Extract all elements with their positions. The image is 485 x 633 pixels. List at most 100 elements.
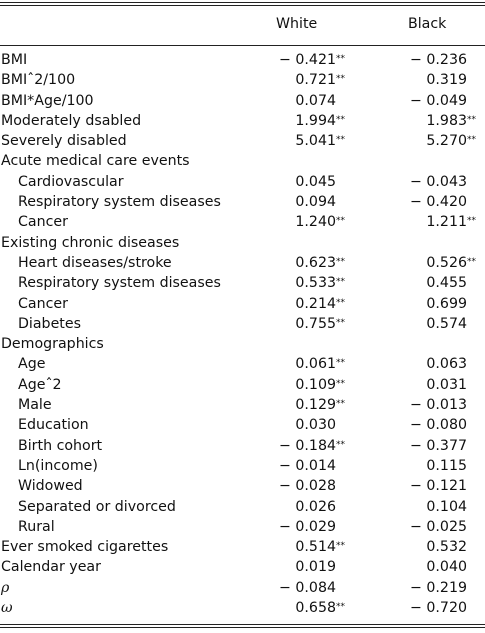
cell-black: 0.699: [426, 294, 482, 314]
cell-black: [467, 334, 482, 354]
table-row: Respiratory system diseases 0.533** 0.455: [0, 273, 485, 293]
significance-slot: **: [336, 598, 351, 618]
row-label: Cancer: [18, 214, 68, 231]
cell-value: − 0.421: [278, 52, 336, 68]
cell-white: − 0.084: [279, 578, 351, 598]
significance-stars: **: [336, 297, 345, 308]
row-label: BMI: [1, 52, 28, 68]
row-label: Ever smoked cigarettes: [1, 539, 169, 556]
cell-black: − 0.121: [410, 476, 482, 496]
row-label: Age: [18, 356, 46, 373]
cell-black: − 0.219: [410, 578, 482, 598]
table-row: Separated or divorced 0.026 0.104: [0, 497, 485, 517]
cell-value: 0.074: [295, 92, 336, 109]
cell-value: 0.455: [426, 275, 467, 292]
cell-white: 0.074: [295, 91, 351, 111]
table-row: Diabetes 0.755** 0.574: [0, 314, 485, 334]
significance-slot: **: [336, 354, 351, 374]
row-label: Heart diseases/stroke: [18, 254, 172, 271]
significance-slot: **: [336, 111, 351, 131]
row-label: Ageˆ2: [18, 376, 62, 393]
significance-slot: **: [336, 314, 351, 334]
significance-stars: **: [336, 358, 345, 369]
cell-value: 0.019: [295, 559, 336, 576]
significance-stars: **: [336, 135, 345, 146]
cell-value: − 0.236: [409, 52, 467, 68]
cell-value: 5.041: [295, 133, 336, 150]
cell-value: 0.699: [426, 295, 467, 312]
cell-white: 0.045: [295, 172, 351, 192]
cell-value: 1.211: [426, 214, 467, 231]
row-label: Ln(income): [18, 457, 98, 474]
significance-stars: **: [336, 399, 345, 410]
cell-value: − 0.013: [409, 397, 467, 414]
cell-value: 0.040: [426, 559, 467, 576]
cell-value: − 0.025: [409, 518, 467, 535]
row-label: Cardiovascular: [18, 173, 124, 190]
row-label: Demographics: [1, 336, 104, 353]
significance-stars: **: [336, 317, 345, 328]
cell-white: 0.061**: [295, 354, 351, 374]
cell-value: 0.658: [295, 600, 336, 617]
table-row: ρ − 0.084 − 0.219: [0, 578, 485, 598]
significance-slot: **: [467, 212, 482, 232]
cell-value: 0.030: [295, 417, 336, 434]
significance-stars: **: [336, 114, 345, 125]
row-label: Diabetes: [18, 315, 81, 332]
table-row: Existing chronic diseases: [0, 233, 485, 253]
cell-value: 0.533: [295, 275, 336, 292]
cell-white: 0.026: [295, 497, 351, 517]
table-row: Ever smoked cigarettes 0.514** 0.532: [0, 537, 485, 557]
column-header-white: White: [276, 16, 318, 32]
cell-white: 1.994**: [295, 111, 351, 131]
cell-value: 0.623: [295, 254, 336, 271]
cell-value: 0.721: [295, 72, 336, 89]
cell-value: − 0.043: [409, 173, 467, 190]
cell-black: [467, 233, 482, 253]
table-row: Ageˆ2 0.109** 0.031: [0, 375, 485, 395]
cell-value: 0.026: [295, 498, 336, 515]
cell-value: 1.983: [426, 112, 467, 129]
significance-slot: **: [467, 253, 482, 273]
table-row: Widowed − 0.028 − 0.121: [0, 476, 485, 496]
cell-value: 0.063: [426, 356, 467, 373]
row-label: BMI*Age/100: [1, 92, 94, 109]
row-label: Male: [18, 397, 52, 414]
table-row: Heart diseases/stroke 0.623** 0.526**: [0, 253, 485, 273]
significance-stars: **: [467, 114, 476, 125]
cell-white: − 0.421**: [279, 50, 351, 70]
row-label: Rural: [18, 518, 55, 535]
cell-value: 0.061: [295, 356, 336, 373]
cell-white: 0.129**: [295, 395, 351, 415]
significance-stars: **: [336, 602, 345, 613]
table-row: Acute medical care events: [0, 151, 485, 171]
cell-black: 0.574: [426, 314, 482, 334]
significance-stars: **: [336, 216, 345, 227]
cell-value: 0.214: [295, 295, 336, 312]
cell-black: 0.104: [426, 497, 482, 517]
significance-slot: **: [336, 375, 351, 395]
cell-value: − 0.219: [409, 579, 467, 596]
cell-value: − 0.028: [278, 478, 336, 495]
cell-value: 0.755: [295, 315, 336, 332]
cell-white: 0.109**: [295, 375, 351, 395]
cell-white: [336, 334, 351, 354]
significance-slot: **: [336, 253, 351, 273]
table-row: Moderately dsabled 1.994** 1.983**: [0, 111, 485, 131]
significance-slot: **: [336, 294, 351, 314]
table-row: BMI − 0.421** − 0.236: [0, 50, 485, 70]
table-row: Birth cohort − 0.184** − 0.377: [0, 436, 485, 456]
cell-value: − 0.014: [278, 457, 336, 474]
cell-black: − 0.025: [410, 517, 482, 537]
cell-black: − 0.080: [410, 415, 482, 435]
column-header-black: Black: [408, 16, 447, 32]
top-rule-1: [0, 2, 485, 3]
row-label: Existing chronic diseases: [1, 234, 180, 251]
cell-value: 0.094: [295, 194, 336, 211]
cell-black: 0.532: [426, 537, 482, 557]
cell-white: − 0.029: [279, 517, 351, 537]
table-row: Education 0.030 − 0.080: [0, 415, 485, 435]
cell-value: 5.270: [426, 133, 467, 150]
cell-value: − 0.377: [409, 437, 467, 454]
